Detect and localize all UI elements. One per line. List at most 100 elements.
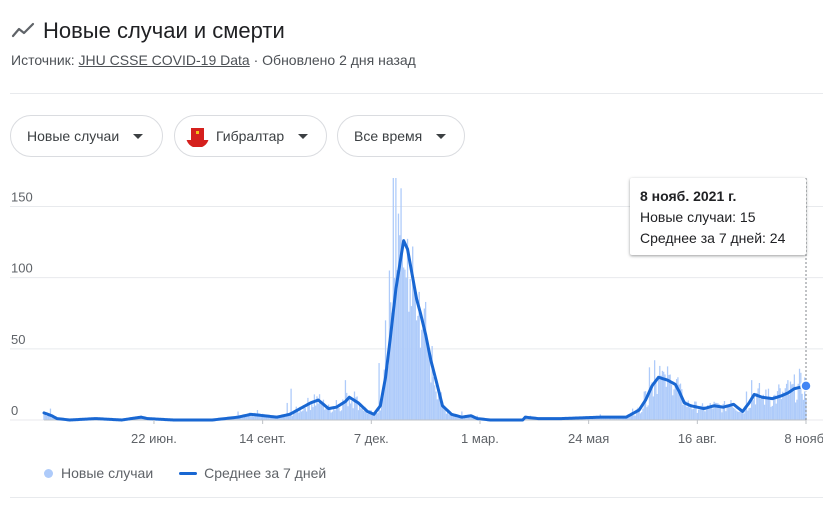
case-bar <box>260 415 262 420</box>
case-bar <box>393 278 396 420</box>
case-bar <box>704 411 706 420</box>
case-bar <box>782 391 784 420</box>
case-bar <box>637 407 639 420</box>
case-bar <box>685 400 687 420</box>
header: Новые случаи и смерти <box>11 18 285 44</box>
y-tick-label: 0 <box>11 403 18 418</box>
metric-dropdown[interactable]: Новые случаи <box>10 115 163 157</box>
case-bar <box>378 363 380 420</box>
case-bar <box>705 409 708 420</box>
case-bar <box>369 410 371 420</box>
case-bar <box>308 403 310 420</box>
case-bar <box>647 405 649 420</box>
tooltip-average: Среднее за 7 дней: 24 <box>640 230 786 246</box>
case-bar <box>360 408 362 420</box>
case-bar <box>677 377 679 420</box>
case-bar <box>443 405 445 420</box>
case-bar <box>663 371 665 420</box>
case-bar <box>381 394 383 420</box>
case-bar <box>413 281 415 420</box>
case-bar <box>47 415 49 420</box>
case-bar <box>347 406 349 420</box>
case-bar <box>448 414 450 420</box>
case-bar <box>246 415 248 420</box>
case-bar <box>361 408 363 420</box>
case-bar <box>700 405 702 420</box>
case-bar <box>630 412 632 420</box>
case-bar <box>401 249 403 420</box>
case-bar <box>258 413 260 420</box>
case-bar <box>657 377 660 420</box>
case-bar <box>779 388 781 420</box>
case-bar <box>305 411 308 420</box>
case-bar <box>585 418 587 420</box>
source-link[interactable]: JHU CSSE COVID-19 Data <box>78 52 250 68</box>
trend-line-icon <box>11 22 35 38</box>
cases-chart[interactable]: 0 50 100 150 22 июн. 14 сент. 7 дек. 1 мар. 24 м… <box>0 170 823 450</box>
case-bar <box>387 366 389 420</box>
case-bar <box>259 414 261 420</box>
case-bar <box>343 403 345 420</box>
case-bar <box>338 407 340 420</box>
location-dropdown[interactable]: Гибралтар <box>174 115 327 157</box>
case-bar <box>335 400 338 420</box>
case-bar <box>687 400 689 420</box>
case-bar <box>795 402 797 420</box>
case-bar <box>352 408 354 420</box>
case-bar <box>409 278 411 420</box>
case-bar <box>681 389 683 420</box>
case-bar <box>470 417 472 420</box>
chart-tooltip: 8 нояб. 2021 г. Новые случаи: 15 Среднее… <box>630 178 806 255</box>
case-bar <box>353 391 356 420</box>
case-bar <box>801 393 803 420</box>
case-bar <box>313 394 316 420</box>
case-bar <box>778 384 780 420</box>
case-bar <box>752 400 754 420</box>
case-bar <box>800 372 802 420</box>
case-bar <box>446 410 449 420</box>
case-bar <box>280 416 282 420</box>
case-bar <box>238 418 240 420</box>
case-bar <box>472 417 475 420</box>
case-bar <box>726 406 728 420</box>
case-bar <box>362 410 365 420</box>
case-bar <box>453 414 455 420</box>
case-bar <box>607 417 609 420</box>
case-bar <box>644 391 647 420</box>
case-bar <box>425 301 427 420</box>
case-bar <box>265 416 268 420</box>
case-bar <box>641 412 643 420</box>
case-bar <box>675 379 678 420</box>
period-label: Все время <box>354 128 423 144</box>
case-bar <box>298 412 300 420</box>
period-dropdown[interactable]: Все время <box>337 115 465 157</box>
case-bar <box>321 404 323 420</box>
case-bar <box>377 413 379 420</box>
case-bar <box>468 417 471 420</box>
divider <box>10 93 823 94</box>
case-bar <box>796 399 798 420</box>
case-bar <box>436 399 438 420</box>
case-bar <box>312 407 314 420</box>
case-bar <box>712 408 714 420</box>
legend-average-label: Среднее за 7 дней <box>204 465 327 481</box>
x-tick-label: 8 нояб. <box>784 431 823 446</box>
case-bar <box>709 403 711 420</box>
case-bar <box>713 401 715 420</box>
average-line <box>42 239 808 422</box>
case-bar <box>303 406 305 420</box>
case-bar <box>643 391 645 420</box>
case-bar <box>744 406 746 420</box>
case-bar <box>368 411 370 420</box>
case-bar <box>329 407 331 420</box>
case-bar <box>289 412 291 420</box>
case-bar <box>708 406 710 420</box>
legend-average-swatch <box>179 471 198 475</box>
case-bar <box>754 404 757 420</box>
case-bar <box>714 402 717 420</box>
case-bar <box>774 394 776 420</box>
case-bar <box>397 213 400 420</box>
case-bar <box>655 381 657 420</box>
case-bar <box>44 412 46 420</box>
case-bar <box>717 403 719 420</box>
